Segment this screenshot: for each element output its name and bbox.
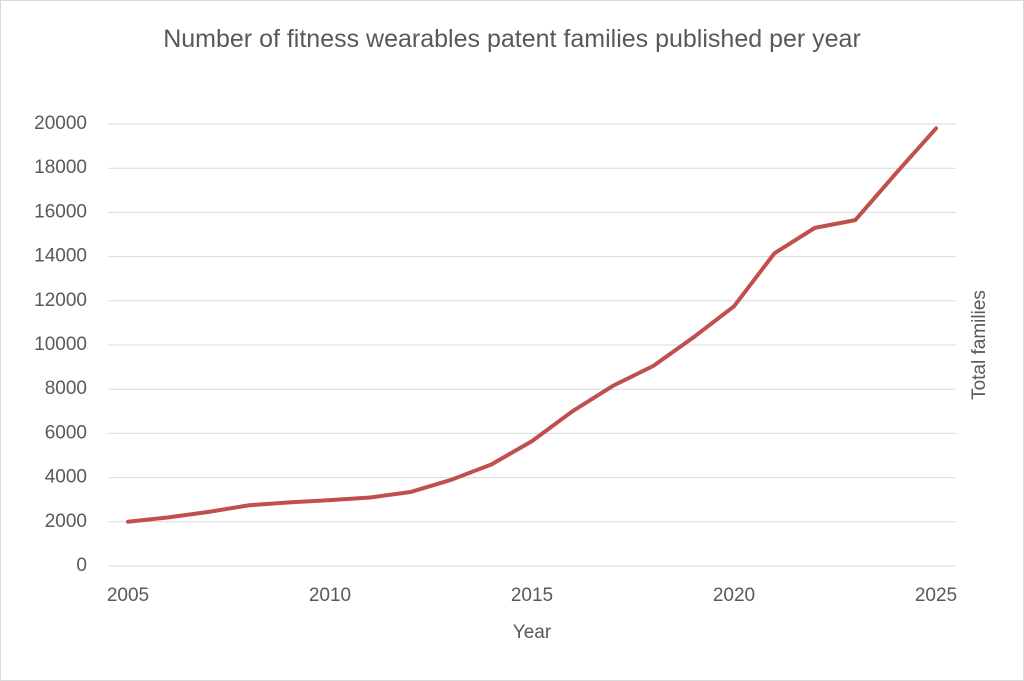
y-tick-label: 14000 [34,246,87,267]
chart-title: Number of fitness wearables patent famil… [163,25,861,53]
y-tick-label: 6000 [45,422,87,443]
x-tick-label: 2015 [511,585,553,606]
y-tick-label: 2000 [45,511,87,532]
y-tick-label: 8000 [45,378,87,399]
x-tick-label: 2005 [107,585,149,606]
x-axis-label: Year [513,622,552,643]
y-tick-label: 20000 [34,113,87,134]
y-tick-label: 16000 [34,201,87,222]
x-tick-label: 2025 [915,585,957,606]
y-tick-label: 18000 [34,157,87,178]
x-tick-label: 2020 [713,585,755,606]
y-tick-label: 12000 [34,290,87,311]
y-tick-label: 10000 [34,334,87,355]
y-tick-label: 0 [76,555,87,576]
y-tick-label: 4000 [45,467,87,488]
data-line [126,126,938,524]
x-tick-label: 2010 [309,585,351,606]
y-axis-label: Total families [969,290,990,400]
